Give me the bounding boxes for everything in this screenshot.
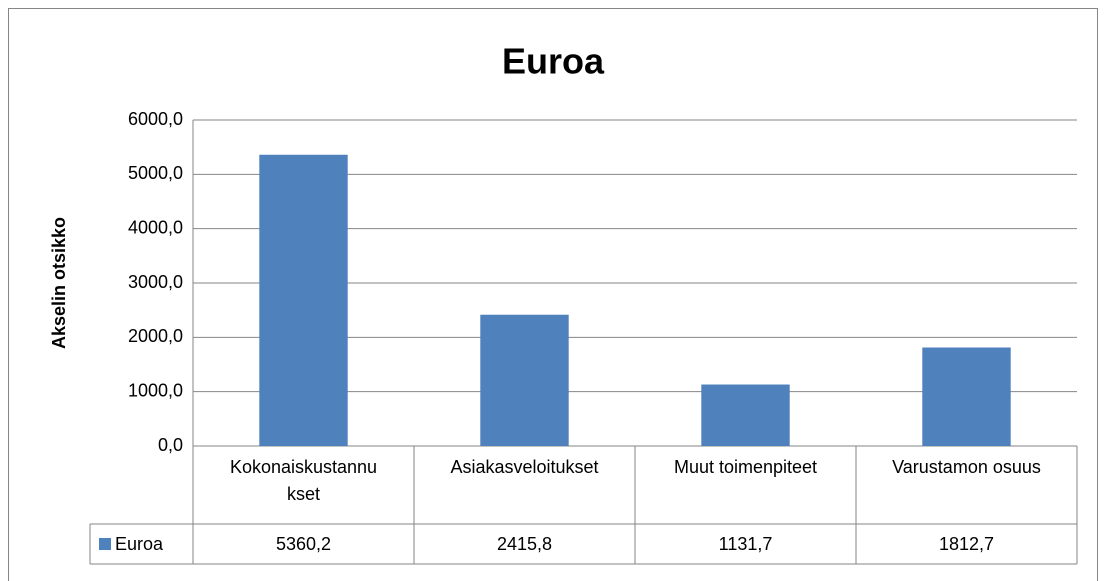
x-tick-label: Muut toimenpiteet: [673, 457, 818, 477]
y-axis-label: Akselin otsikko: [49, 217, 69, 349]
bar: [480, 314, 569, 446]
data-table-value: 1812,7: [939, 534, 994, 554]
legend-swatch: [99, 538, 111, 550]
y-tick-label: 0,0: [158, 435, 183, 455]
y-tick-label: 6000,0: [128, 109, 183, 129]
y-tick-label: 2000,0: [128, 326, 183, 346]
x-tick-label: Asiakasveloitukset: [450, 457, 599, 477]
y-tick-label: 5000,0: [128, 163, 183, 183]
data-table-value: 5360,2: [276, 534, 331, 554]
legend-label: Euroa: [115, 534, 164, 554]
data-table-value: 2415,8: [497, 534, 552, 554]
y-tick-label: 1000,0: [128, 380, 183, 400]
x-tick-label: Kokonaiskustannukset: [229, 457, 378, 504]
chart-title: Euroa: [502, 41, 605, 82]
x-tick-label: Varustamon osuus: [892, 457, 1041, 477]
bar: [701, 384, 790, 446]
y-tick-label: 3000,0: [128, 272, 183, 292]
data-table-value: 1131,7: [719, 534, 773, 554]
bar: [259, 154, 348, 447]
chart-border: [8, 8, 1098, 581]
y-tick-label: 4000,0: [128, 217, 183, 237]
bar: [922, 347, 1011, 446]
